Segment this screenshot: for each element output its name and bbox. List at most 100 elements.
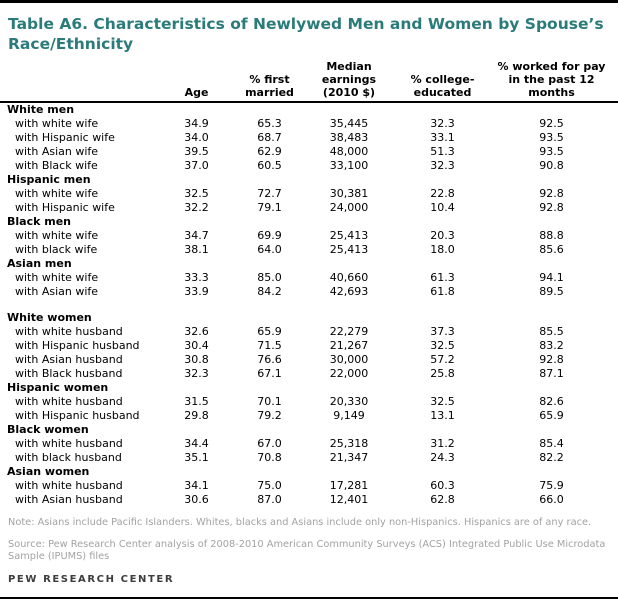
cell-value: 30.6 xyxy=(184,493,209,506)
cell-value: 94.1 xyxy=(539,271,564,284)
column-header-age: Age xyxy=(184,86,209,99)
cell-value: 34.7 xyxy=(184,229,209,242)
cell-value: 33.9 xyxy=(184,285,209,298)
table-row: with white husband 34.1 75.0 17,281 60.3 75.9 xyxy=(0,479,618,493)
cell-value: 39.5 xyxy=(184,145,209,158)
group-label: Black women xyxy=(7,423,89,436)
row-label: with Hispanic wife xyxy=(15,201,115,214)
group-header-row: Hispanic women xyxy=(0,381,618,395)
cell-value: 34.1 xyxy=(184,479,209,492)
group-label: Asian men xyxy=(7,257,72,270)
table-row: with white husband 31.5 70.1 20,330 32.5 82.6 xyxy=(0,395,618,409)
group-header-row: Black men xyxy=(0,215,618,229)
column-header-first-married: % first married xyxy=(245,73,294,99)
cell-value: 51.3 xyxy=(430,145,455,158)
cell-value: 12,401 xyxy=(329,493,369,506)
cell-value: 76.6 xyxy=(257,353,282,366)
table-row: with Asian husband 30.6 87.0 12,401 62.8 66.0 xyxy=(0,493,618,507)
row-label: with Hispanic husband xyxy=(15,339,140,352)
cell-value: 92.8 xyxy=(539,187,564,200)
column-header-spacer xyxy=(0,60,160,102)
group-label: White women xyxy=(7,311,92,324)
table-row: with Asian husband 30.8 76.6 30,000 57.2 92.8 xyxy=(0,353,618,367)
cell-value: 21,347 xyxy=(329,451,369,464)
cell-value: 22.8 xyxy=(430,187,455,200)
cell-value: 57.2 xyxy=(430,353,455,366)
cell-value: 37.3 xyxy=(430,325,455,338)
table-row: with white wife 32.5 72.7 30,381 22.8 92.8 xyxy=(0,187,618,201)
cell-value: 67.0 xyxy=(257,437,282,450)
cell-value: 24.3 xyxy=(430,451,455,464)
cell-value: 84.2 xyxy=(257,285,282,298)
group-label: Hispanic men xyxy=(7,173,91,186)
cell-value: 25,413 xyxy=(329,229,369,242)
cell-value: 69.9 xyxy=(257,229,282,242)
column-header-worked-for-pay: % worked for pay in the past 12 months xyxy=(497,60,606,99)
table-row: with Asian wife 33.9 84.2 42,693 61.8 89.5 xyxy=(0,285,618,299)
cell-value: 87.1 xyxy=(539,367,564,380)
table-row: with Hispanic husband 30.4 71.5 21,267 32.5 8… xyxy=(0,339,618,353)
table-title: Table A6. Characteristics of Newlywed Me… xyxy=(8,15,604,53)
cell-value: 64.0 xyxy=(257,243,282,256)
cell-value: 30.8 xyxy=(184,353,209,366)
cell-value: 32.2 xyxy=(184,201,209,214)
group-header-row: Asian men xyxy=(0,257,618,271)
cell-value: 85.4 xyxy=(539,437,564,450)
table-row: with Asian wife 39.5 62.9 48,000 51.3 93.5 xyxy=(0,145,618,159)
group-label: White men xyxy=(7,103,75,116)
table-row: with Hispanic wife 32.2 79.1 24,000 10.4 92.8 xyxy=(0,201,618,215)
cell-value: 17,281 xyxy=(329,479,369,492)
cell-value: 72.7 xyxy=(257,187,282,200)
cell-value: 40,660 xyxy=(329,271,369,284)
cell-value: 71.5 xyxy=(257,339,282,352)
cell-value: 65.9 xyxy=(257,325,282,338)
cell-value: 79.1 xyxy=(257,201,282,214)
cell-value: 37.0 xyxy=(184,159,209,172)
row-label: with white wife xyxy=(15,229,99,242)
cell-value: 9,149 xyxy=(333,409,365,422)
cell-value: 82.2 xyxy=(539,451,564,464)
bottom-rule xyxy=(0,597,618,599)
cell-value: 35,445 xyxy=(329,117,369,130)
cell-value: 60.3 xyxy=(430,479,455,492)
cell-value: 61.3 xyxy=(430,271,455,284)
group-label: Asian women xyxy=(7,465,90,478)
cell-value: 79.2 xyxy=(257,409,282,422)
cell-value: 70.1 xyxy=(257,395,282,408)
cell-value: 33.3 xyxy=(184,271,209,284)
row-label: with Asian husband xyxy=(15,493,123,506)
cell-value: 62.9 xyxy=(257,145,282,158)
row-label: with Hispanic husband xyxy=(15,409,140,422)
header-row: Age % first married Median earnings (201… xyxy=(0,60,618,102)
cell-value: 75.0 xyxy=(257,479,282,492)
cell-value: 25,413 xyxy=(329,243,369,256)
table-row: with white husband 34.4 67.0 25,318 31.2 85.4 xyxy=(0,437,618,451)
cell-value: 60.5 xyxy=(257,159,282,172)
group-label: Black men xyxy=(7,215,71,228)
cell-value: 67.1 xyxy=(257,367,282,380)
cell-value: 30.4 xyxy=(184,339,209,352)
data-table: Age % first married Median earnings (201… xyxy=(0,60,618,507)
cell-value: 22,279 xyxy=(329,325,369,338)
cell-value: 33.1 xyxy=(430,131,455,144)
table-row: with black wife 38.1 64.0 25,413 18.0 85.6 xyxy=(0,243,618,257)
cell-value: 31.2 xyxy=(430,437,455,450)
row-label: with white husband xyxy=(15,395,123,408)
cell-value: 88.8 xyxy=(539,229,564,242)
cell-value: 25,318 xyxy=(329,437,369,450)
cell-value: 92.8 xyxy=(539,201,564,214)
section-gap xyxy=(0,299,618,311)
row-label: with white wife xyxy=(15,117,99,130)
cell-value: 75.9 xyxy=(539,479,564,492)
table-body: White men with white wife 34.9 65.3 35,445 32… xyxy=(0,102,618,507)
cell-value: 10.4 xyxy=(430,201,455,214)
cell-value: 18.0 xyxy=(430,243,455,256)
cell-value: 20,330 xyxy=(329,395,369,408)
top-rule xyxy=(0,0,618,3)
row-label: with white wife xyxy=(15,271,99,284)
cell-value: 30,381 xyxy=(329,187,369,200)
cell-value: 31.5 xyxy=(184,395,209,408)
group-label: Hispanic women xyxy=(7,381,109,394)
cell-value: 65.9 xyxy=(539,409,564,422)
cell-value: 32.3 xyxy=(430,117,455,130)
